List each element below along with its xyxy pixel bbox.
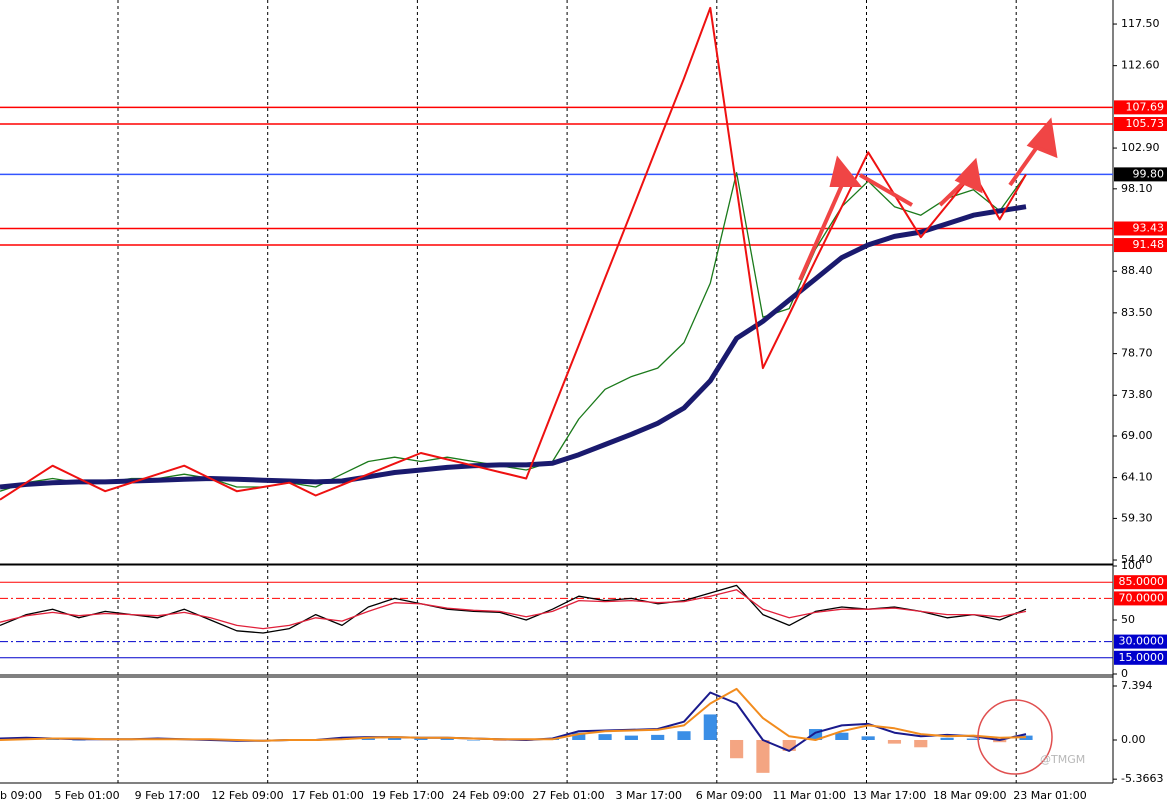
- histogram-bar: [966, 738, 980, 740]
- histogram-bar: [624, 735, 638, 740]
- level-label: 30.0000: [1119, 635, 1165, 648]
- histogram-bar: [677, 731, 691, 740]
- level-label: 70.0000: [1119, 591, 1165, 604]
- y-tick-label: 0: [1121, 667, 1128, 680]
- y-tick-label: 73.80: [1121, 388, 1153, 401]
- histogram-bar: [940, 737, 954, 740]
- x-tick-label: 18 Mar 09:00: [933, 789, 1006, 802]
- histogram-bar: [887, 739, 902, 744]
- x-tick-label: 12 Feb 09:00: [211, 789, 283, 802]
- series-line: [0, 687, 1027, 742]
- level-box: [1114, 221, 1167, 236]
- level-box: [1114, 117, 1167, 132]
- histogram-bar: [703, 714, 717, 740]
- histogram-bar: [993, 739, 1007, 743]
- level-label: 93.43: [1133, 221, 1165, 234]
- y-tick-label: 88.40: [1121, 264, 1153, 277]
- level-label: 99.80: [1133, 167, 1165, 180]
- y-tick-label: 50: [1121, 613, 1135, 626]
- y-tick-label: 59.30: [1121, 511, 1153, 524]
- histogram-bar: [572, 732, 586, 740]
- level-box: [1114, 591, 1167, 606]
- y-tick-label: 64.10: [1121, 471, 1153, 484]
- x-tick-label: 19 Feb 17:00: [372, 789, 444, 802]
- panel-frames: [0, 0, 1114, 784]
- x-tick-label: 24 Feb 09:00: [452, 789, 524, 802]
- y-tick-label: 117.50: [1121, 17, 1160, 30]
- x-tick-label: 11 Mar 01:00: [773, 789, 846, 802]
- histogram-bar: [730, 739, 744, 759]
- histogram-bar: [808, 729, 823, 740]
- watermark: @TMGM: [1040, 753, 1085, 766]
- highlight-circle: [977, 699, 1053, 775]
- y-tick-label: 112.60: [1121, 59, 1160, 72]
- panel: [0, 581, 1113, 659]
- series-line: [0, 172, 1027, 492]
- level-box: [1114, 167, 1167, 182]
- histogram-bar: [756, 739, 770, 773]
- series-line: [0, 691, 1027, 752]
- panel: [0, 687, 1033, 773]
- level-label: 107.69: [1126, 100, 1165, 113]
- histogram-bar: [440, 738, 454, 740]
- series-line: [0, 589, 1027, 630]
- x-tick-label: 23 Mar 01:00: [1013, 789, 1086, 802]
- y-tick-label: 0.00: [1121, 733, 1146, 746]
- x-tick-label: 6 Mar 09:00: [696, 789, 762, 802]
- histogram-bar: [414, 738, 428, 740]
- y-tick-label: 54.40: [1121, 553, 1153, 566]
- x-tick-label: b 09:00: [0, 789, 42, 802]
- level-label: 91.48: [1133, 238, 1165, 251]
- histogram-bar: [388, 737, 402, 740]
- y-tick-label: 78.70: [1121, 347, 1153, 360]
- level-label: 85.0000: [1119, 575, 1165, 588]
- y-tick-label: 69.00: [1121, 429, 1153, 442]
- x-tick-label: 3 Mar 17:00: [616, 789, 682, 802]
- histogram-bar: [861, 736, 875, 740]
- y-tick-label: 102.90: [1121, 141, 1160, 154]
- level-box: [1114, 650, 1167, 665]
- level-label: 105.73: [1126, 117, 1165, 130]
- forecast-arrows: [798, 117, 1058, 281]
- level-box: [1114, 100, 1167, 115]
- level-label: 15.0000: [1119, 651, 1165, 664]
- x-tick-label: 17 Feb 01:00: [292, 789, 364, 802]
- x-tick-label: 9 Feb 17:00: [135, 789, 200, 802]
- level-box: [1114, 575, 1167, 590]
- series-line: [0, 204, 1027, 490]
- x-tick-label: 5 Feb 01:00: [54, 789, 119, 802]
- y-tick-label: 100: [1121, 559, 1142, 572]
- histogram-bar: [493, 739, 507, 741]
- histogram-bar: [914, 739, 928, 748]
- level-box: [1114, 238, 1167, 253]
- histogram-bar: [46, 739, 60, 740]
- plot: [0, 6, 1113, 773]
- x-tick-label: 27 Feb 01:00: [532, 789, 604, 802]
- x-tick-label: 13 Mar 17:00: [853, 789, 926, 802]
- time-grid: [117, 0, 1017, 783]
- histogram-bar: [466, 739, 481, 741]
- y-tick-label: 7.394: [1121, 679, 1153, 692]
- y-tick-label: -5.3663: [1121, 772, 1163, 785]
- level-box: [1114, 634, 1167, 649]
- histogram-bar: [651, 734, 665, 740]
- panel: [0, 6, 1113, 501]
- series-line: [0, 6, 1027, 501]
- y-tick-label: 83.50: [1121, 306, 1153, 319]
- y-tick-label: 98.10: [1121, 182, 1153, 195]
- histogram-bar: [782, 739, 796, 751]
- histogram-bar: [835, 732, 849, 740]
- histogram-bar: [598, 734, 612, 740]
